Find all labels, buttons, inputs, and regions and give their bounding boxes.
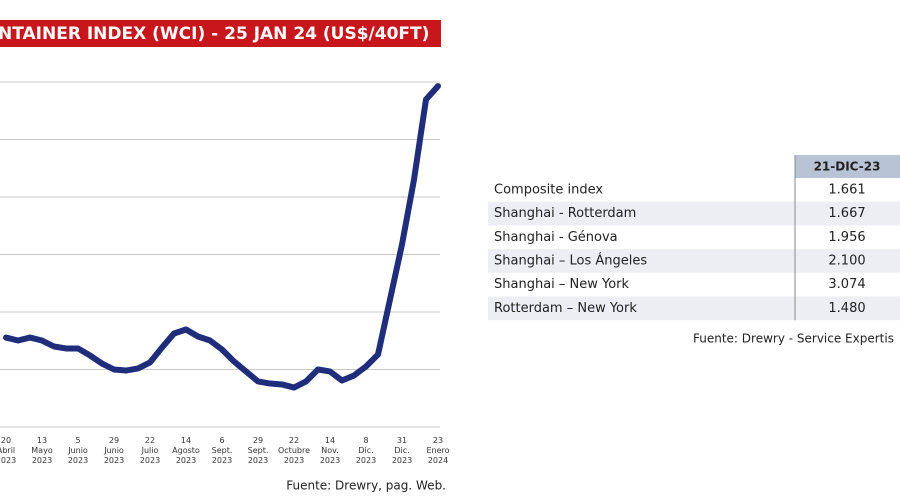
x-tick-label: 20Abril2023	[0, 436, 16, 465]
title-banner	[0, 20, 441, 47]
x-tick-label: 22 Julio 2023	[140, 436, 160, 465]
table-cell: 1.480	[828, 301, 865, 316]
table-cell: 1.661	[828, 182, 865, 197]
x-tick-label: 6 Sept. 2023	[212, 436, 233, 465]
x-tick-label: 14 Nov. 2023	[320, 436, 340, 465]
chart-title: NTAINER INDEX (WCI) - 25 JAN 24 (US$/40F…	[0, 24, 429, 44]
table-row-band	[488, 201, 900, 226]
table-source: Fuente: Drewry - Service Expertis	[693, 332, 894, 346]
table-header: 21-DIC-23	[814, 160, 881, 174]
line-series	[3, 83, 441, 391]
table-cell: Shanghai - Rotterdam	[494, 206, 636, 221]
x-tick-label: 29 Junio 2023	[103, 436, 124, 465]
x-tick-label: 8 Dic. 2023	[356, 436, 376, 465]
x-tick-label: 14 Agosto 2023	[172, 436, 200, 465]
table-cell: 1.667	[828, 206, 865, 221]
chart-source: Fuente: Drewry, pag. Web.	[286, 479, 446, 493]
x-tick-label: 13 Mayo 2023	[31, 436, 53, 465]
x-tick-label: 22 Octubre 2023	[278, 436, 310, 465]
table-cell: 1.956	[828, 230, 865, 245]
table-cell: Shanghai - Génova	[494, 230, 618, 245]
table-row-band	[488, 296, 900, 321]
table-cell: 2.100	[828, 253, 865, 268]
table-row-band	[488, 249, 900, 273]
table-cell: Rotterdam – New York	[494, 301, 637, 316]
table-cell: Composite index	[494, 182, 603, 197]
table-cell: 3.074	[828, 277, 865, 292]
x-tick-label: 29 Sept. 2023	[248, 436, 269, 465]
table-header-cell	[795, 155, 900, 178]
table-cell: Shanghai – New York	[494, 277, 630, 292]
x-tick-label: 23 Enero 2024	[426, 436, 449, 465]
x-tick-label: 5 Junio 2023	[67, 436, 88, 465]
table-cell: Shanghai – Los Ángeles	[494, 252, 647, 268]
x-tick-label: 31 Dic. 2023	[392, 436, 412, 465]
